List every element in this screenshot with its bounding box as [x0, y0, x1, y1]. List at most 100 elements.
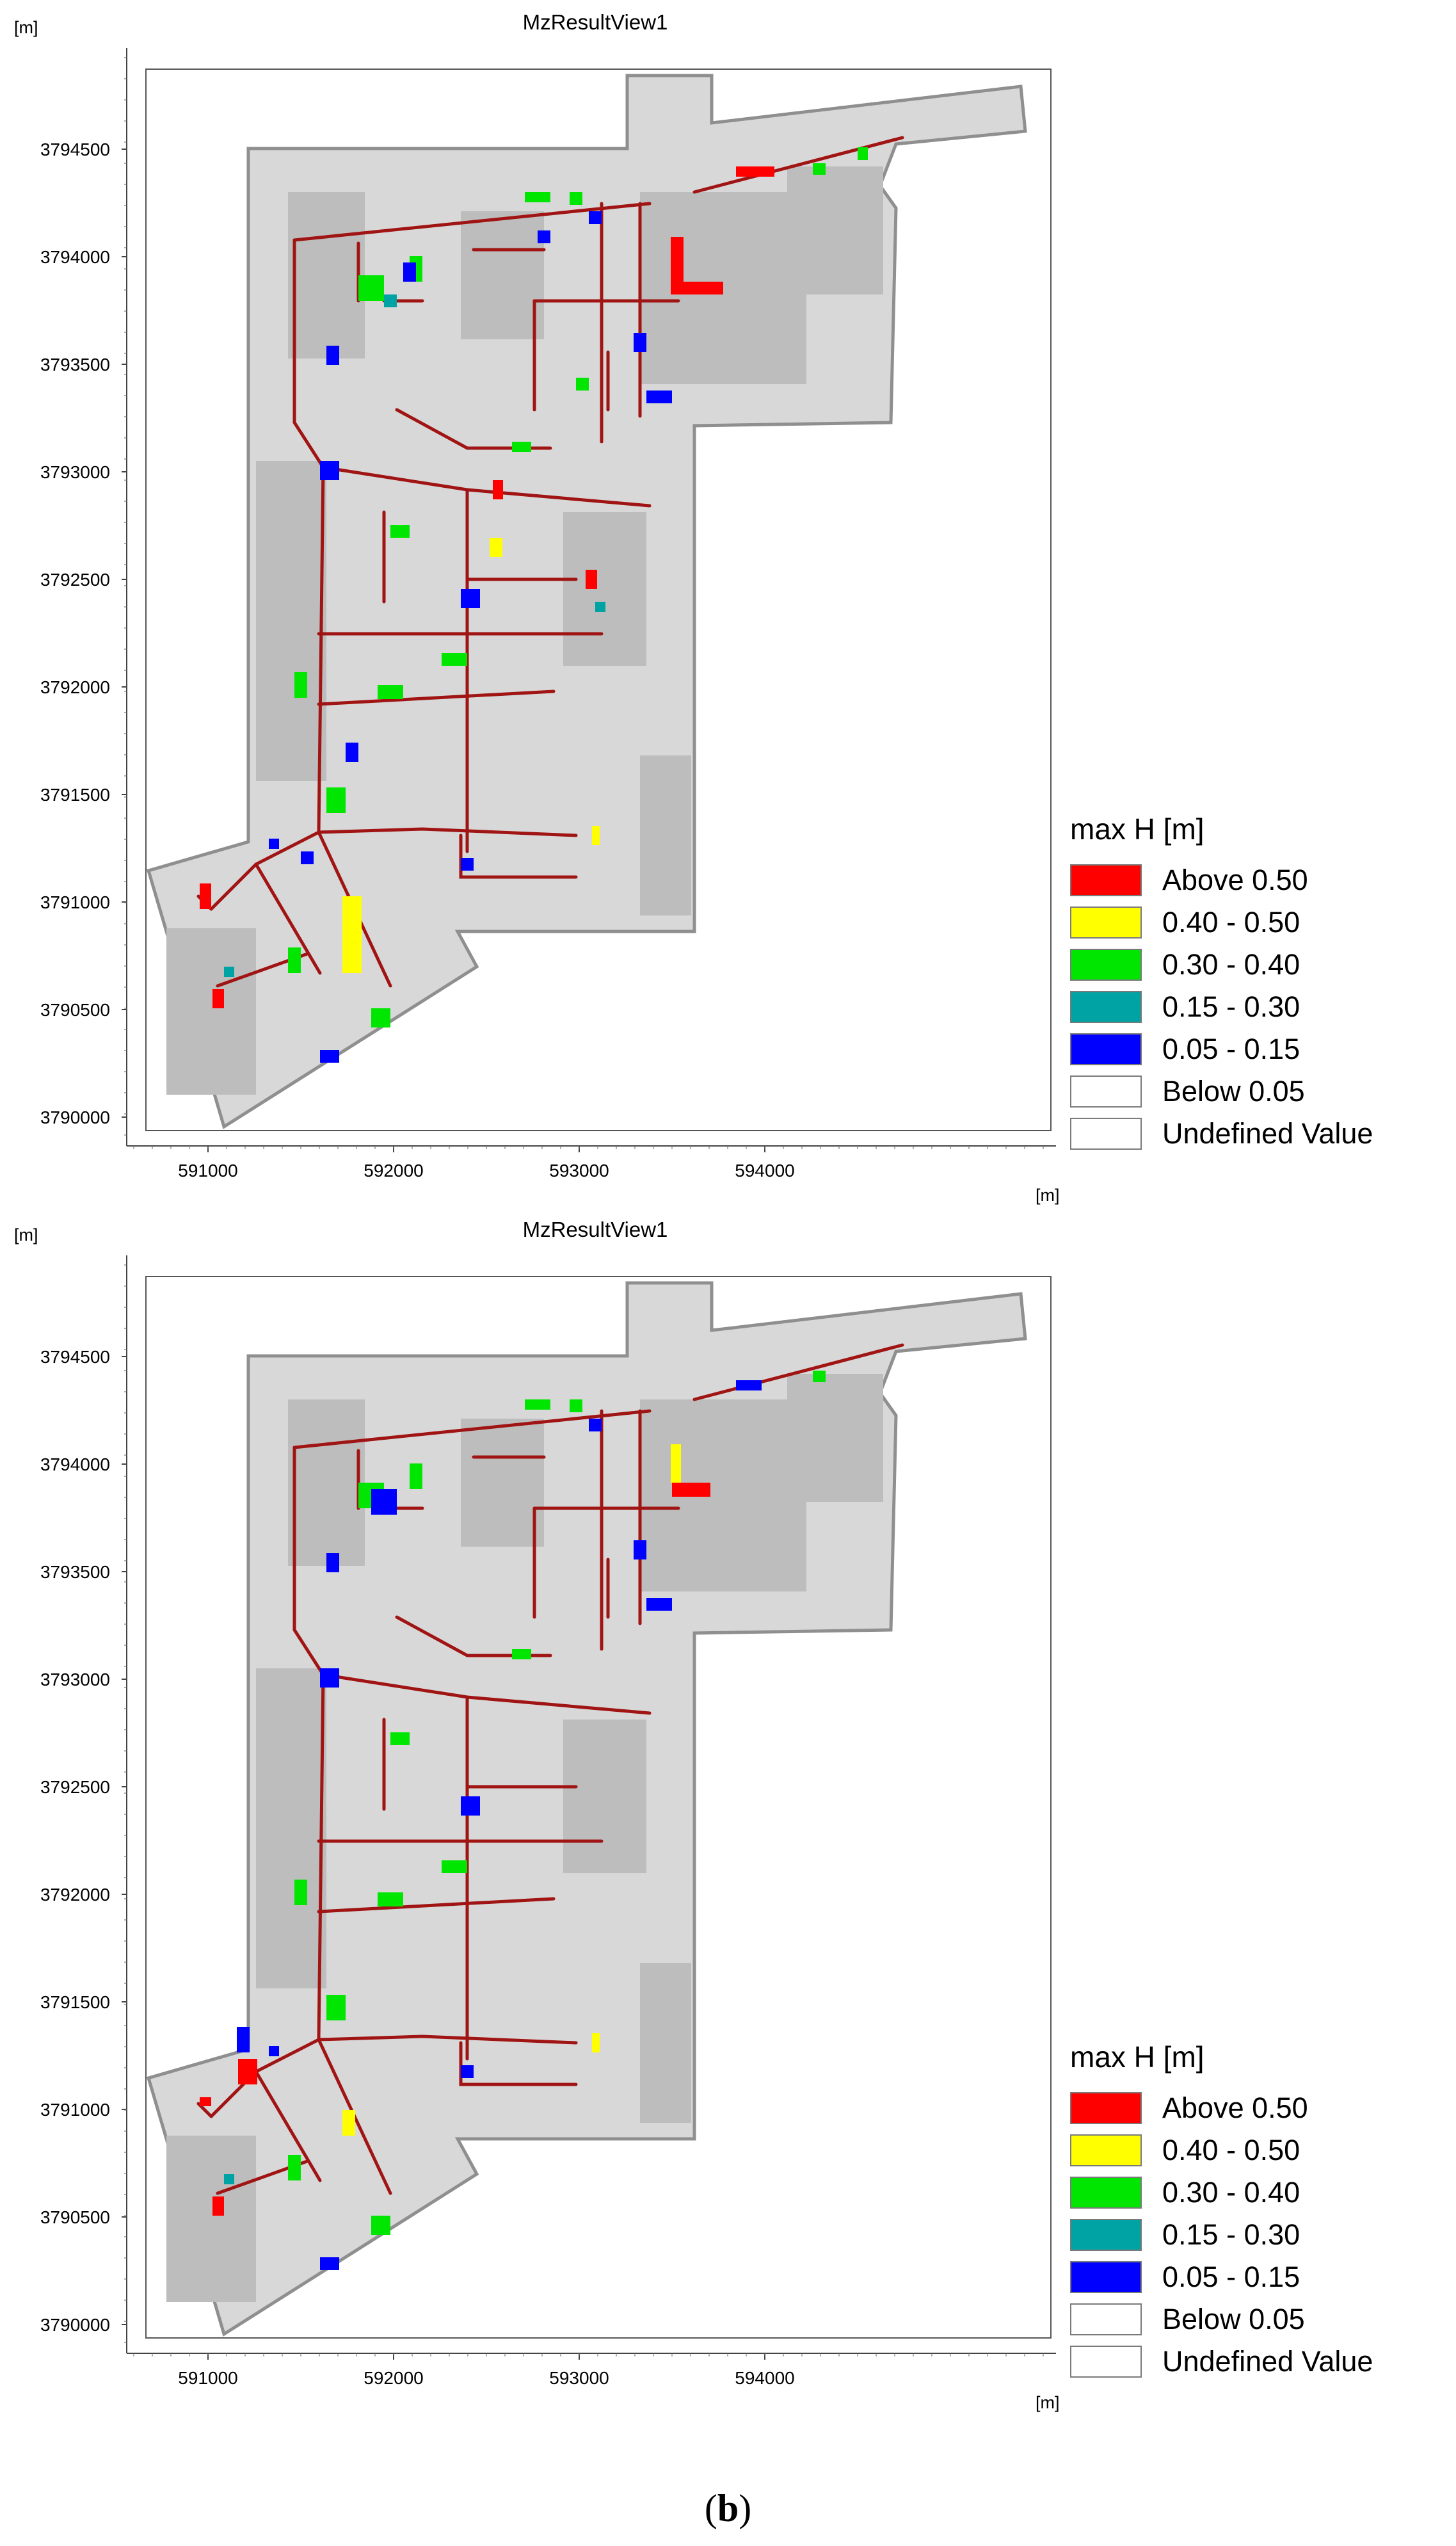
map-canvas: 3790000 3790500 3791000 3791500 3792000 37925…: [40, 1255, 1056, 2388]
y-tick-label: 3793000: [40, 462, 110, 482]
legend-label: 0.30 - 0.40: [1162, 948, 1300, 981]
flood-cells-green: [288, 147, 868, 1027]
flood-cells-blue: [269, 211, 672, 1063]
x-tick-label: 594000: [735, 2368, 794, 2388]
legend-item: 0.15 - 0.30: [1070, 2214, 1428, 2256]
legend-item: 0.30 - 0.40: [1070, 944, 1428, 986]
legend-title: max H [m]: [1070, 812, 1204, 846]
flood-cells-red: [200, 166, 774, 1008]
x-tick-label: 591000: [178, 1161, 237, 1180]
y-axis-unit: [m]: [14, 1225, 38, 1245]
legend-label: Undefined Value: [1162, 1117, 1373, 1150]
legend-label: Above 0.50: [1162, 864, 1308, 896]
legend-swatch: [1070, 1118, 1142, 1150]
y-tick-label: 3791000: [40, 2100, 110, 2120]
y-tick-label: 3794000: [40, 247, 110, 267]
y-tick-label: 3792500: [40, 1777, 110, 1797]
legend-item: Undefined Value: [1070, 1113, 1428, 1155]
y-tick-label: 3793500: [40, 1562, 110, 1582]
caption-open: (: [704, 2487, 717, 2529]
figure-caption: (b): [0, 2486, 1456, 2531]
flood-cells-teal: [224, 294, 605, 977]
x-tick-label: 594000: [735, 1161, 794, 1180]
legend-label: 0.40 - 0.50: [1162, 906, 1300, 939]
legend-item: 0.40 - 0.50: [1070, 2129, 1428, 2171]
y-tick-label: 3792000: [40, 1885, 110, 1905]
y-tick-label: 3790500: [40, 2207, 110, 2227]
x-tick-label: 593000: [549, 1161, 609, 1180]
map-panel-bottom: [m] MzResultView1 3790000 3790500 3791000 3…: [0, 1207, 1456, 2417]
legend-title: max H [m]: [1070, 2040, 1204, 2074]
legend-swatch: [1070, 2346, 1142, 2378]
x-tick-label: 592000: [364, 2368, 423, 2388]
map-canvas: 3790000 3790500 3791000 3791500 3792000 37925…: [40, 48, 1056, 1180]
map-panel-top: [m] MzResultView1 3790000 3790500 3791000 3…: [0, 0, 1456, 1210]
legend: max H [m] Above 0.50 0.40 - 0.50 0.30 - …: [1070, 2040, 1428, 2383]
legend-item: 0.15 - 0.30: [1070, 986, 1428, 1028]
y-tick-label: 3794500: [40, 1347, 110, 1367]
legend-label: 0.05 - 0.15: [1162, 1033, 1300, 1065]
legend-swatch: [1070, 2261, 1142, 2293]
legend-label: 0.15 - 0.30: [1162, 2218, 1300, 2251]
flood-cells-green: [288, 1371, 826, 2235]
view-title: MzResultView1: [522, 10, 668, 34]
flood-cells-blue: [237, 1380, 762, 2270]
legend-item: Below 0.05: [1070, 1070, 1428, 1113]
legend-item: Above 0.50: [1070, 859, 1428, 901]
y-tick-label: 3791500: [40, 1992, 110, 2012]
legend-item: 0.30 - 0.40: [1070, 2171, 1428, 2214]
legend-swatch: [1070, 2219, 1142, 2251]
x-axis-unit: [m]: [1036, 2393, 1060, 2412]
x-axis-ticks: 591000 592000 593000 594000: [133, 1146, 1044, 1180]
y-tick-label: 3793500: [40, 355, 110, 375]
legend-swatch: [1070, 2177, 1142, 2209]
pipe-network: [196, 136, 904, 988]
legend-swatch: [1070, 2303, 1142, 2335]
caption-letter: b: [717, 2487, 739, 2529]
legend-swatch: [1070, 1033, 1142, 1065]
x-axis-unit: [m]: [1036, 1186, 1060, 1205]
legend-label: 0.15 - 0.30: [1162, 990, 1300, 1023]
legend-swatch: [1070, 1076, 1142, 1108]
x-axis-ticks: 591000 592000 593000 594000: [133, 2353, 1044, 2388]
y-tick-label: 3794000: [40, 1454, 110, 1474]
x-tick-label: 593000: [549, 2368, 609, 2388]
terrain-zones: [166, 1374, 883, 2302]
x-tick-label: 591000: [178, 2368, 237, 2388]
legend-item: 0.40 - 0.50: [1070, 901, 1428, 944]
legend-label: Below 0.05: [1162, 2303, 1305, 2335]
y-axis-ticks: 3790000 3790500 3791000 3791500 3792000 37925…: [40, 57, 127, 1136]
legend-item: Above 0.50: [1070, 2087, 1428, 2129]
y-axis-ticks: 3790000 3790500 3791000 3791500 3792000 37925…: [40, 1264, 127, 2343]
legend-swatch: [1070, 949, 1142, 981]
legend-label: 0.30 - 0.40: [1162, 2176, 1300, 2209]
flood-cells-red: [200, 1483, 710, 2216]
x-tick-label: 592000: [364, 1161, 423, 1180]
legend: max H [m] Above 0.50 0.40 - 0.50 0.30 - …: [1070, 812, 1428, 1155]
legend-swatch: [1070, 864, 1142, 896]
legend-label: Below 0.05: [1162, 1075, 1305, 1108]
view-title: MzResultView1: [522, 1218, 668, 1241]
legend-swatch: [1070, 906, 1142, 939]
legend-label: 0.40 - 0.50: [1162, 2134, 1300, 2166]
legend-swatch: [1070, 2092, 1142, 2124]
y-tick-label: 3792000: [40, 677, 110, 697]
legend-label: Undefined Value: [1162, 2345, 1373, 2378]
y-tick-label: 3793000: [40, 1670, 110, 1689]
legend-label: Above 0.50: [1162, 2091, 1308, 2124]
legend-item: 0.05 - 0.15: [1070, 1028, 1428, 1070]
legend-item: 0.05 - 0.15: [1070, 2256, 1428, 2298]
y-tick-label: 3791000: [40, 892, 110, 912]
caption-close: ): [739, 2487, 752, 2529]
y-tick-label: 3792500: [40, 570, 110, 590]
legend-swatch: [1070, 991, 1142, 1023]
y-tick-label: 3790500: [40, 1000, 110, 1020]
y-axis-unit: [m]: [14, 18, 38, 37]
legend-item: Below 0.05: [1070, 2298, 1428, 2341]
pipe-network: [196, 1343, 904, 2195]
y-tick-label: 3790000: [40, 2315, 110, 2335]
legend-item: Undefined Value: [1070, 2341, 1428, 2383]
y-tick-label: 3794500: [40, 140, 110, 159]
legend-swatch: [1070, 2134, 1142, 2166]
flood-cells-yellow: [342, 538, 600, 973]
